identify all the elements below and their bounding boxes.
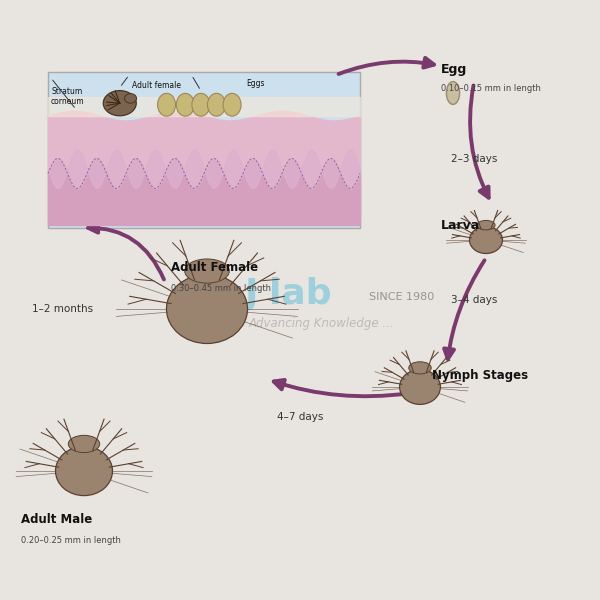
Ellipse shape xyxy=(158,94,176,116)
Text: Adult Female: Adult Female xyxy=(171,261,258,274)
Text: Larva: Larva xyxy=(441,219,480,232)
Ellipse shape xyxy=(446,82,460,104)
Ellipse shape xyxy=(477,220,495,230)
Ellipse shape xyxy=(400,370,440,404)
Ellipse shape xyxy=(68,436,100,452)
Text: 4–7 days: 4–7 days xyxy=(277,412,323,422)
Ellipse shape xyxy=(208,94,226,116)
Text: Stratum
corneum: Stratum corneum xyxy=(51,87,85,106)
Text: Adult female: Adult female xyxy=(132,81,181,90)
Text: 0.20–0.25 mm in length: 0.20–0.25 mm in length xyxy=(21,536,121,545)
Text: Nymph Stages: Nymph Stages xyxy=(432,369,528,382)
Text: SINCE 1980: SINCE 1980 xyxy=(369,292,434,302)
Text: Adult Male: Adult Male xyxy=(21,513,92,526)
Ellipse shape xyxy=(223,94,241,116)
Ellipse shape xyxy=(192,94,210,116)
Ellipse shape xyxy=(103,91,136,116)
Ellipse shape xyxy=(125,94,137,103)
Text: 0.30–0.45 mm in length: 0.30–0.45 mm in length xyxy=(171,284,271,293)
Text: Eggs: Eggs xyxy=(246,79,265,88)
Text: J: J xyxy=(245,277,259,311)
Ellipse shape xyxy=(185,259,229,283)
Ellipse shape xyxy=(176,94,194,116)
Text: 2–3 days: 2–3 days xyxy=(451,154,497,164)
Ellipse shape xyxy=(470,226,503,253)
Text: Advancing Knowledge ...: Advancing Knowledge ... xyxy=(248,317,394,331)
Text: 1–2 months: 1–2 months xyxy=(32,304,94,314)
Ellipse shape xyxy=(56,446,113,496)
Ellipse shape xyxy=(409,362,431,374)
Text: 3–4 days: 3–4 days xyxy=(451,295,497,305)
Text: Egg: Egg xyxy=(441,63,467,76)
FancyBboxPatch shape xyxy=(48,72,360,228)
Ellipse shape xyxy=(166,275,247,343)
Text: 0.10–0.15 mm in length: 0.10–0.15 mm in length xyxy=(441,84,541,93)
Text: lab: lab xyxy=(269,277,331,311)
